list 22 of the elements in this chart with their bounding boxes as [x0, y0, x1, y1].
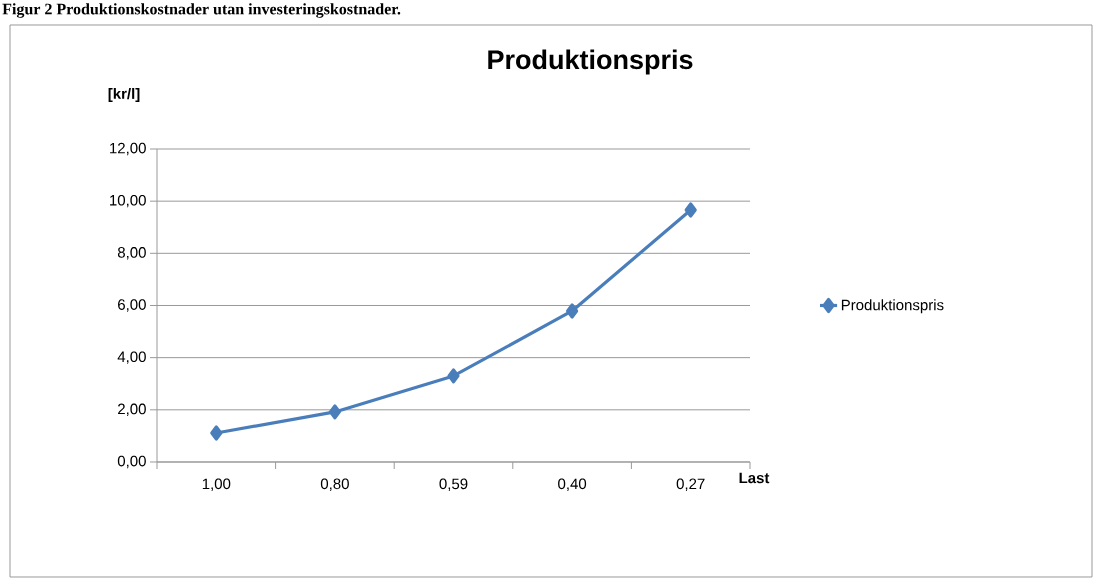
y-tick-label: 4,00 — [117, 351, 146, 364]
x-tick-label: 1,00 — [202, 478, 231, 491]
y-axis-title: [kr/l] — [108, 88, 140, 102]
legend-label: Produktionspris — [841, 299, 944, 314]
chart-title: Produktionspris — [488, 49, 693, 75]
y-tick-label: 0,00 — [117, 455, 146, 469]
text: Figur 2 Produktionskostnader utan investeringskostnader. — [2, 3, 401, 18]
x-tick-label: 0,27 — [676, 478, 705, 491]
y-tick-label: 6,00 — [118, 299, 146, 312]
point — [210, 425, 223, 441]
point — [684, 202, 697, 218]
point — [447, 368, 460, 384]
x-tick-label: 0,59 — [439, 478, 468, 491]
y-tick-label: 10,00 — [110, 194, 146, 208]
y-tick-label: 12,00 — [110, 142, 146, 156]
x-axis-title: Last — [739, 472, 770, 484]
x-tick-label: 0,40 — [558, 478, 587, 491]
point — [328, 404, 341, 420]
y-tick-label: 8,00 — [117, 247, 146, 260]
x-tick-label: 0,80 — [320, 478, 349, 491]
point — [566, 303, 579, 319]
y-tick-label: 2,00 — [118, 403, 146, 417]
